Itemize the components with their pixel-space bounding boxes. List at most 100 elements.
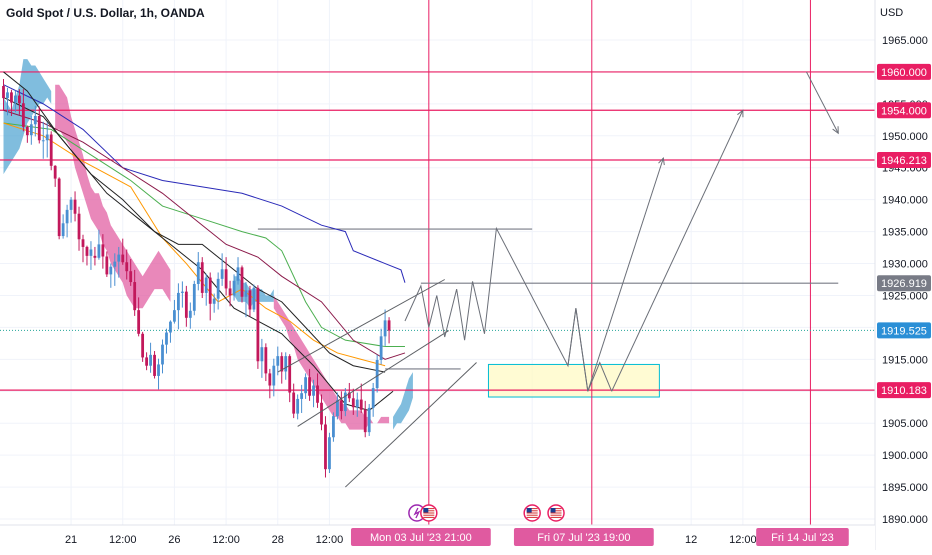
time-tick-label: 12:00 (729, 534, 757, 546)
candle-body (57, 178, 61, 237)
candle-body (208, 277, 212, 304)
price-label-badge (877, 63, 931, 80)
arrow-head (658, 157, 665, 166)
time-tick-label: 12:00 (109, 534, 137, 546)
candle-body (117, 254, 121, 262)
chart-title: Gold Spot / U.S. Dollar, 1h, OANDA (6, 6, 205, 20)
candle-body (212, 298, 216, 304)
candle-body (49, 134, 53, 166)
price-axis-bg (875, 0, 932, 550)
time-tick-label: 12:00 (316, 534, 344, 546)
candle-body (45, 134, 49, 141)
candle-body (109, 266, 113, 275)
candle-body (180, 291, 184, 293)
price-label-badge (877, 102, 931, 119)
candle-body (141, 333, 145, 358)
candle-body (97, 244, 101, 258)
candle-body (216, 278, 220, 299)
price-tick-label: 1965.000 (882, 35, 928, 47)
currency-label[interactable]: USD (880, 7, 904, 19)
candle-body (328, 437, 331, 470)
candle-body (232, 280, 236, 296)
date-badge-text: Fri 14 Jul '23 (771, 532, 834, 544)
candle-body (224, 269, 228, 289)
us-flag-canton (526, 508, 532, 513)
candle-body (157, 364, 160, 376)
candle-body (29, 124, 33, 136)
candle-body (41, 140, 45, 142)
candle-body (359, 399, 363, 410)
candle-body (53, 165, 57, 179)
candle-body (77, 213, 81, 240)
candle-body (113, 261, 117, 267)
candle-body (93, 255, 97, 258)
candle-body (73, 199, 77, 214)
candle-body (37, 116, 41, 141)
ichimoku-cloud (55, 84, 171, 309)
price-label-text: 1946.213 (881, 155, 927, 167)
candle-body (288, 356, 292, 393)
candle-body (61, 223, 65, 237)
price-label-badge (877, 322, 931, 339)
candle-body (105, 256, 109, 275)
price-label-badge (877, 151, 931, 168)
date-badge (756, 528, 849, 546)
date-badge-text: Mon 03 Jul '23 21:00 (370, 532, 472, 544)
event-icons-layer (408, 504, 565, 522)
time-tick-label: 28 (272, 534, 284, 546)
ichimoku-cloud-layer (3, 59, 413, 430)
candle-body (371, 388, 375, 408)
lightning-icon-bolt (413, 507, 421, 519)
price-tick-label: 1925.000 (882, 290, 928, 302)
candle-body (276, 356, 280, 366)
ichimoku-cloud (393, 372, 413, 430)
us-flag-canton (550, 508, 556, 513)
candle-body (256, 287, 260, 362)
candle-body (192, 283, 196, 311)
candle-body (149, 354, 152, 366)
candle-body (33, 116, 37, 125)
candle-body (244, 290, 248, 297)
candle-body (339, 400, 343, 412)
candle-body (14, 95, 17, 103)
candle-body (292, 392, 296, 414)
price-label-text: 1960.000 (881, 67, 927, 79)
candle-body (18, 95, 21, 104)
candle-body (355, 399, 359, 408)
price-label-text: 1926.919 (881, 278, 927, 290)
price-label-text: 1910.183 (881, 385, 927, 397)
candle-body (332, 416, 335, 438)
candle-body (21, 103, 25, 127)
candle-body (240, 267, 244, 297)
price-tick-label: 1940.000 (882, 195, 928, 207)
candle-body (165, 332, 168, 345)
channel-line (345, 362, 477, 488)
forecast-arrow (611, 110, 744, 392)
candle-body (324, 424, 327, 470)
candle-body (81, 239, 85, 247)
drawings-layer (277, 71, 839, 488)
candle-body (272, 365, 276, 386)
candle-body (351, 398, 355, 408)
candle-body (312, 385, 315, 396)
candle-body (161, 344, 164, 365)
candle-body (196, 262, 200, 284)
candle-body (153, 354, 156, 376)
candle-body (375, 359, 379, 389)
candle-body (248, 290, 252, 310)
candle-body (343, 392, 347, 412)
us-flag-canton (423, 508, 429, 513)
candle-body (121, 254, 125, 263)
candle-body (252, 287, 256, 310)
price-tick-label: 1890.000 (882, 514, 928, 526)
candle-body (129, 271, 133, 283)
date-badge (513, 528, 654, 546)
price-tick-label: 1935.000 (882, 227, 928, 239)
candle-body (65, 209, 69, 224)
forecast-arrow (806, 71, 839, 134)
candle-body (25, 126, 29, 136)
candle-body (379, 336, 383, 360)
price-label-badge (877, 382, 931, 399)
indicator-line (3, 122, 405, 348)
